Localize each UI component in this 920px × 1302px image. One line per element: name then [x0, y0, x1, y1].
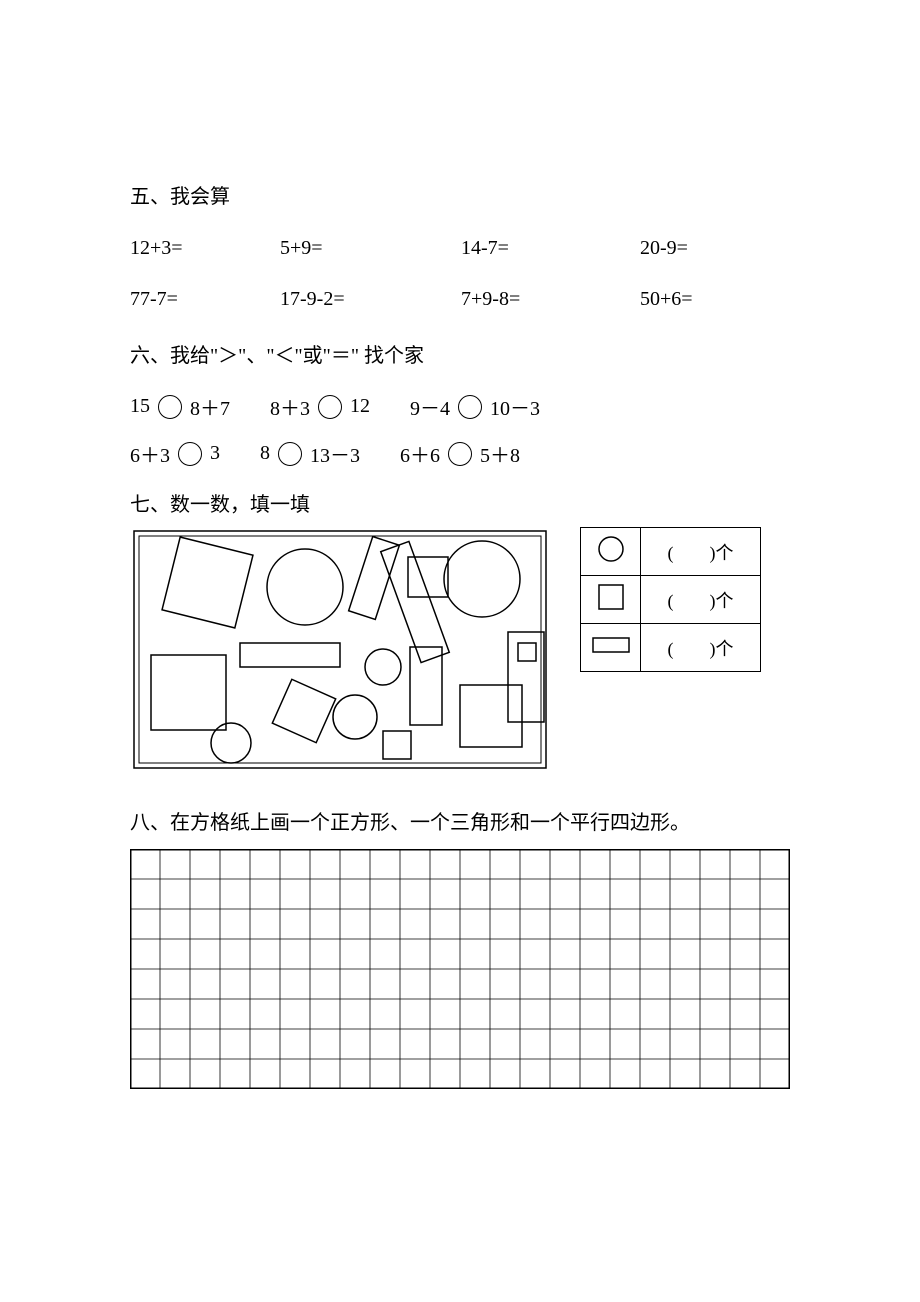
comparison-right: 5＋8 — [480, 439, 520, 468]
equation: 20-9= — [640, 237, 790, 260]
count-table: ( )个( )个( )个 — [580, 527, 761, 672]
comparison-blank-circle — [448, 442, 472, 466]
comparison-left: 8 — [260, 442, 270, 465]
equation: 14-7= — [461, 237, 640, 260]
equation: 50+6= — [640, 288, 790, 311]
section8-title: 八、在方格纸上画一个正方形、一个三角形和一个平行四边形。 — [130, 806, 790, 835]
drawing-grid — [130, 849, 790, 1089]
comparison-blank-circle — [458, 395, 482, 419]
circle-icon — [589, 534, 633, 564]
comparison-left: 9－4 — [410, 392, 450, 421]
comparison-item: 8＋3 12 — [270, 392, 370, 421]
comparison-item: 6＋6 5＋8 — [400, 439, 520, 468]
section5-title: 五、我会算 — [130, 180, 790, 209]
equation: 5+9= — [280, 237, 461, 260]
equation-row: 12+3=5+9=14-7=20-9= — [130, 237, 790, 260]
comparison-item: 15 8＋7 — [130, 392, 230, 421]
comparison-item: 6＋3 3 — [130, 439, 220, 468]
comparison-blank-circle — [278, 442, 302, 466]
equation: 7+9-8= — [461, 288, 640, 311]
grid-container — [130, 849, 790, 1089]
equation-row: 77-7=17-9-2=7+9-8=50+6= — [130, 288, 790, 311]
comparison-right: 12 — [350, 395, 370, 418]
comparison-blank-circle — [318, 395, 342, 419]
count-cell: ( )个 — [641, 624, 761, 672]
comparison-blank-circle — [158, 395, 182, 419]
table-row: ( )个 — [581, 528, 761, 576]
shape-icon-cell — [581, 576, 641, 624]
equation: 12+3= — [130, 237, 280, 260]
equation: 77-7= — [130, 288, 280, 311]
page-content: 五、我会算 12+3=5+9=14-7=20-9= 77-7=17-9-2=7+9… — [0, 0, 920, 1149]
section7-title: 七、数一数，填一填 — [130, 488, 790, 517]
table-row: ( )个 — [581, 624, 761, 672]
comparison-right: 8＋7 — [190, 392, 230, 421]
comparison-right: 10－3 — [490, 392, 540, 421]
rectangle-icon — [589, 630, 633, 660]
comparison-item: 9－4 10－3 — [410, 392, 540, 421]
shape-icon-cell — [581, 528, 641, 576]
table-row: ( )个 — [581, 576, 761, 624]
comparison-left: 15 — [130, 395, 150, 418]
comparison-row: 6＋3 3 8 13－3 6＋6 5＋8 — [130, 439, 790, 468]
count-cell: ( )个 — [641, 528, 761, 576]
comparison-item: 8 13－3 — [260, 439, 360, 468]
comparison-blank-circle — [178, 442, 202, 466]
comparison-right: 13－3 — [310, 439, 360, 468]
equation: 17-9-2= — [280, 288, 461, 311]
square-icon — [589, 582, 633, 612]
section7-container: ( )个( )个( )个 — [130, 527, 790, 772]
section6-title: 六、我给"＞"、"＜"或"＝" 找个家 — [130, 339, 790, 368]
comparison-left: 8＋3 — [270, 392, 310, 421]
section5-equations: 12+3=5+9=14-7=20-9= 77-7=17-9-2=7+9-8=50+… — [130, 237, 790, 311]
comparison-left: 6＋3 — [130, 439, 170, 468]
shapes-diagram — [130, 527, 550, 772]
comparison-right: 3 — [210, 442, 220, 465]
section6-comparisons: 15 8＋7 8＋3 12 9－4 10－3 6＋3 3 8 13－3 6＋6 5＋8 — [130, 392, 790, 468]
shape-icon-cell — [581, 624, 641, 672]
comparison-row: 15 8＋7 8＋3 12 9－4 10－3 — [130, 392, 790, 421]
count-cell: ( )个 — [641, 576, 761, 624]
comparison-left: 6＋6 — [400, 439, 440, 468]
